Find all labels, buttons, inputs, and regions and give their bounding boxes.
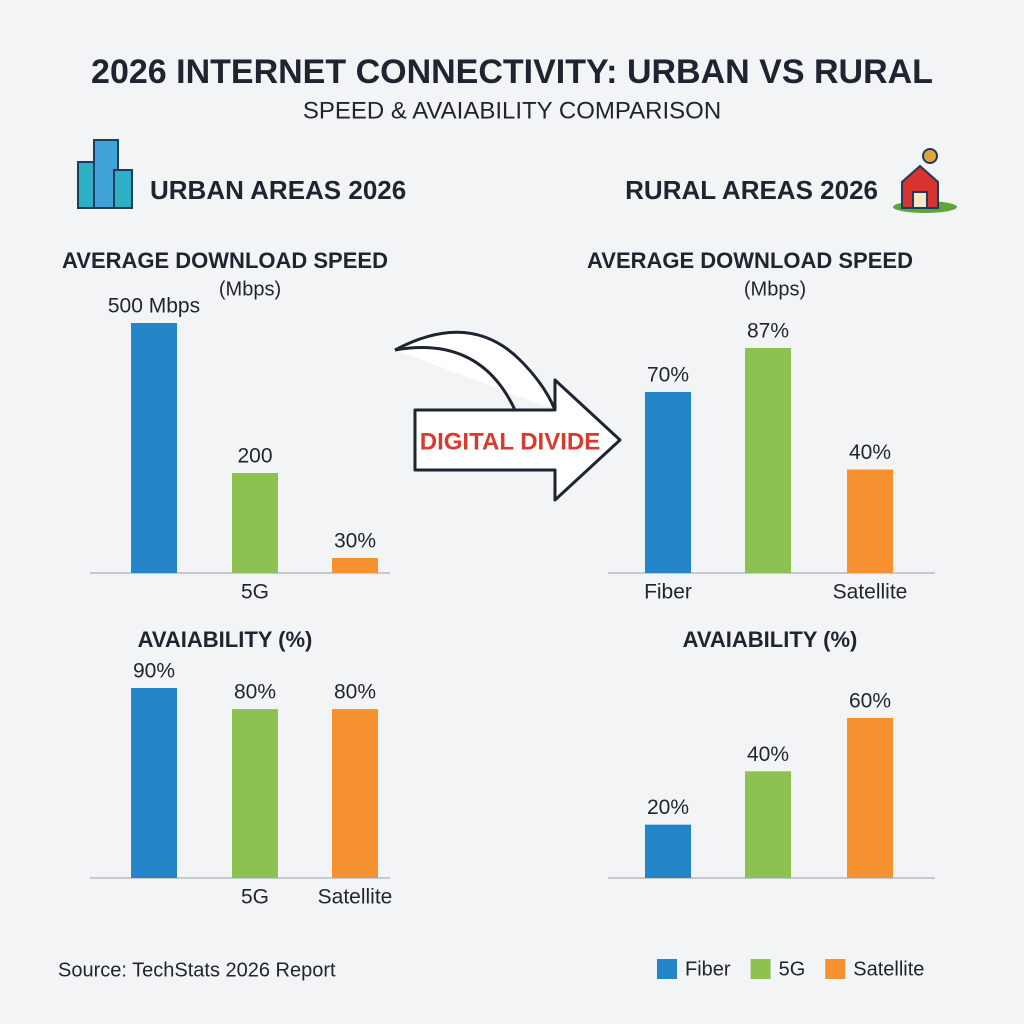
chart-title: AVERAGE DOWNLOAD SPEED bbox=[62, 248, 388, 273]
legend-label: 5G bbox=[779, 958, 806, 980]
legend-label: Fiber bbox=[685, 958, 731, 980]
legend-label: Satellite bbox=[853, 958, 924, 980]
city-icon bbox=[77, 139, 133, 209]
bar bbox=[745, 348, 791, 573]
bar bbox=[645, 824, 691, 878]
value-label: 80% bbox=[234, 681, 276, 704]
chart-title: AVAIABILITY (%) bbox=[138, 627, 313, 652]
legend-swatch bbox=[750, 959, 771, 979]
chart-title: AVERAGE DOWNLOAD SPEED bbox=[587, 248, 913, 273]
source: Source: TechStats 2026 Report bbox=[58, 959, 336, 981]
value-label: 70% bbox=[647, 364, 689, 387]
bar bbox=[131, 688, 177, 878]
barn-icon bbox=[893, 148, 957, 213]
value-label: 87% bbox=[747, 320, 789, 343]
subtitle: SPEED & AVAIABILITY COMPARISON bbox=[303, 97, 721, 124]
value-label: 30% bbox=[334, 530, 376, 553]
bar bbox=[645, 391, 691, 573]
value-label: 20% bbox=[647, 796, 689, 819]
legend-swatch bbox=[825, 959, 846, 979]
category-label: Satellite bbox=[833, 581, 908, 604]
value-label: 40% bbox=[849, 441, 891, 464]
value-label: 500 Mbps bbox=[108, 295, 200, 318]
chart-title: AVAIABILITY (%) bbox=[683, 627, 858, 652]
category-label: 5G bbox=[241, 581, 269, 604]
bar bbox=[332, 709, 378, 878]
section-title: URBAN AREAS 2026 bbox=[150, 175, 406, 205]
bar bbox=[232, 709, 278, 878]
bar bbox=[847, 469, 893, 573]
section-title: RURAL AREAS 2026 bbox=[625, 175, 878, 205]
category-label: 5G bbox=[241, 886, 269, 909]
chart-unit: (Mbps) bbox=[219, 278, 281, 300]
legend-swatch bbox=[657, 959, 677, 979]
annotation: DIGITAL DIVIDE bbox=[420, 428, 600, 455]
bar bbox=[745, 771, 791, 878]
category-label: Satellite bbox=[318, 886, 393, 909]
bar bbox=[232, 473, 278, 573]
value-label: 90% bbox=[133, 660, 175, 683]
value-label: 200 bbox=[237, 445, 272, 468]
value-label: 40% bbox=[747, 743, 789, 766]
bar bbox=[332, 558, 378, 573]
chart-unit: (Mbps) bbox=[744, 278, 806, 300]
title: 2026 INTERNET CONNECTIVITY: URBAN VS RUR… bbox=[91, 53, 933, 91]
arrow bbox=[394, 330, 622, 502]
bar bbox=[847, 718, 893, 878]
value-label: 80% bbox=[334, 681, 376, 704]
bar bbox=[131, 323, 177, 573]
category-label: Fiber bbox=[644, 581, 692, 604]
value-label: 60% bbox=[849, 690, 891, 713]
